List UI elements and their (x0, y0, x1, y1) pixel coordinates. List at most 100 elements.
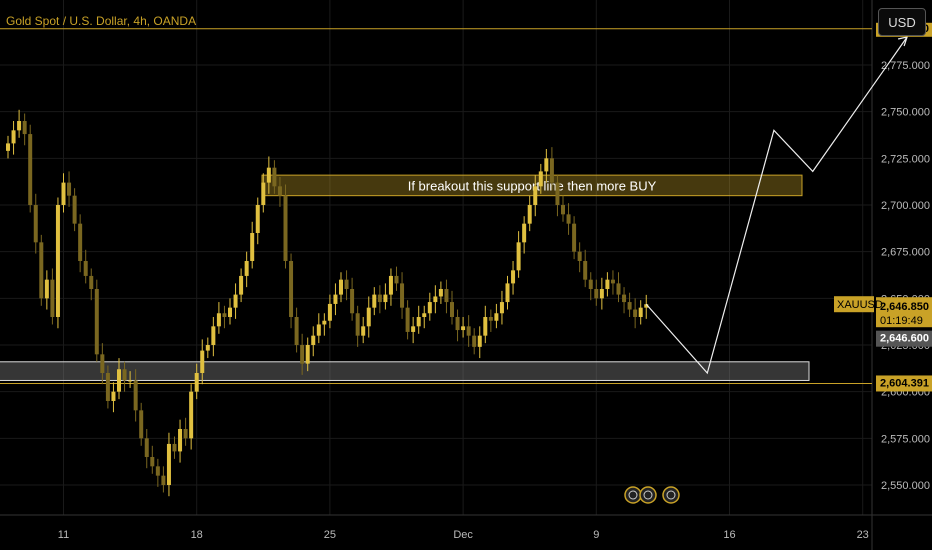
candle-body (322, 321, 326, 325)
candle-body (150, 457, 154, 466)
candle-body (622, 295, 626, 302)
breakout-zone-label: If breakout this support line then more … (408, 178, 657, 193)
candle-body (156, 466, 160, 475)
candle-body (433, 296, 437, 302)
candle-body (50, 280, 54, 317)
candle-body (228, 308, 232, 317)
x-tick-label: 16 (723, 529, 735, 541)
candle-body (206, 345, 210, 351)
candle-body (633, 310, 637, 317)
candle-body (450, 302, 454, 317)
event-icon (663, 487, 679, 503)
candle-body (345, 280, 349, 289)
candle-body (361, 326, 365, 335)
candle-body (184, 429, 188, 438)
candle-body (594, 289, 598, 298)
candle-body (406, 308, 410, 332)
candle-body (539, 171, 543, 186)
candle-body (494, 313, 498, 320)
candle-body (250, 233, 254, 261)
candle-body (234, 295, 238, 308)
currency-button[interactable]: USD (878, 8, 926, 36)
candle-body (295, 317, 299, 345)
support-zone (0, 362, 809, 381)
candle-body (200, 351, 204, 373)
candle-body (123, 369, 127, 380)
y-tick-label: 2,575.000 (881, 433, 930, 445)
candle-body (12, 130, 16, 143)
candle-body (439, 289, 443, 296)
candle-body (417, 317, 421, 326)
candle-body (639, 308, 643, 317)
candle-body (73, 196, 77, 224)
chart-title: Gold Spot / U.S. Dollar, 4h, OANDA (6, 14, 196, 28)
candle-body (356, 313, 360, 335)
countdown-tag: 01:19:49 (880, 315, 923, 327)
candle-body (39, 242, 43, 298)
candle-body (328, 304, 332, 321)
candle-body (589, 280, 593, 289)
candle-body (572, 224, 576, 252)
candle-body (84, 261, 88, 276)
candle-body (528, 205, 532, 224)
candle-body (28, 134, 32, 205)
candle-body (267, 168, 271, 183)
candle-body (161, 476, 165, 485)
candle-body (34, 205, 38, 242)
candle-body (222, 313, 226, 317)
y-tick-label: 2,700.000 (881, 200, 930, 212)
candle-body (6, 143, 10, 150)
y-tick-label: 2,550.000 (881, 480, 930, 492)
candle-body (422, 313, 426, 317)
candle-body (306, 345, 310, 364)
candle-body (95, 289, 99, 354)
candle-body (195, 373, 199, 392)
candle-body (173, 444, 177, 451)
y-tick-label: 2,675.000 (881, 247, 930, 259)
candle-body (395, 276, 399, 283)
y-tick-label: 2,775.000 (881, 60, 930, 72)
candle-body (478, 336, 482, 347)
candle-body (62, 183, 66, 205)
candle-body (611, 280, 615, 284)
candle-body (517, 242, 521, 270)
candle-body (56, 205, 60, 317)
candle-body (100, 354, 104, 373)
bid-price-tag: 2,646.600 (880, 333, 929, 345)
candle-body (245, 261, 249, 276)
candle-body (522, 224, 526, 243)
plot-area (0, 0, 872, 515)
candle-body (533, 186, 537, 205)
candle-body (467, 326, 471, 335)
last-price-tag: 2,646.850 (880, 301, 929, 313)
candle-body (383, 295, 387, 302)
candle-body (617, 283, 621, 294)
x-tick-label: 11 (58, 529, 69, 541)
candle-body (317, 324, 321, 335)
candle-body (600, 289, 604, 298)
candle-body (483, 317, 487, 336)
candle-body (23, 121, 27, 134)
candle-body (550, 158, 554, 182)
candle-body (472, 336, 476, 347)
symbol-tag: XAUUSD (837, 299, 883, 311)
candle-body (256, 205, 260, 233)
candle-body (350, 289, 354, 313)
x-tick-label: 18 (191, 529, 203, 541)
candle-body (300, 345, 304, 364)
x-tick-label: 9 (593, 529, 599, 541)
candle-body (389, 276, 393, 295)
candle-body (311, 336, 315, 345)
x-tick-label: 23 (857, 529, 869, 541)
candle-body (45, 280, 49, 299)
candle-body (67, 183, 71, 196)
candle-body (400, 283, 404, 307)
candle-body (583, 261, 587, 280)
candle-body (134, 380, 138, 410)
candle-body (544, 158, 548, 171)
price-scale (872, 0, 932, 550)
candle-body (378, 295, 382, 302)
candle-body (333, 295, 337, 304)
candle-body (106, 373, 110, 401)
